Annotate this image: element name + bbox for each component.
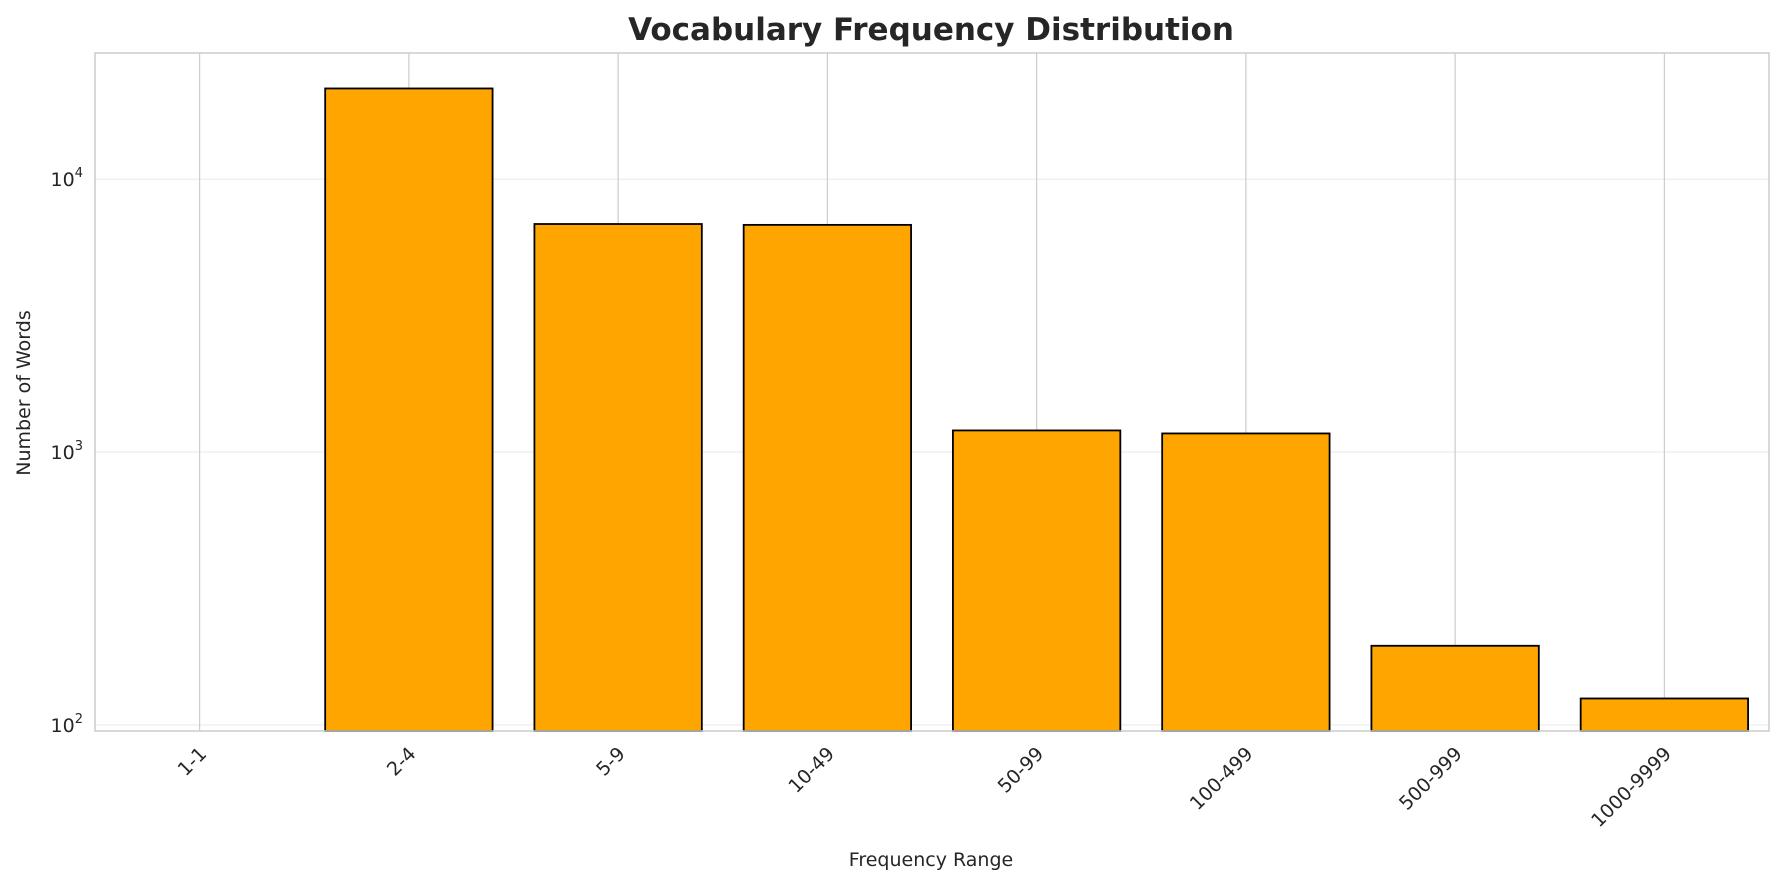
x-axis-ticks: 1-1 2-4 5-9 10-49 50-99 100-499 500-999 1000-99…	[174, 743, 1676, 832]
y-tick-label: 102	[51, 712, 83, 737]
bar-2-4	[324, 87, 494, 732]
bar-100-499	[1161, 432, 1331, 732]
chart-title: Vocabulary Frequency Distribution	[628, 12, 1234, 48]
x-tick-label: 1-1	[174, 743, 212, 781]
x-tick-label: 500-999	[1395, 743, 1467, 815]
y-tick-label: 103	[51, 439, 83, 464]
bars	[324, 87, 1749, 732]
x-axis-label: Frequency Range	[849, 849, 1013, 871]
plot-frame	[94, 52, 1770, 732]
x-tick-label: 100-499	[1186, 743, 1258, 815]
y-axis-label: Number of Words	[13, 310, 35, 475]
x-tick-label: 2-4	[383, 743, 421, 781]
y-axis-ticks: 102 103 104	[51, 166, 83, 737]
x-tick-label: 10-49	[784, 743, 839, 798]
bar-500-999	[1370, 644, 1540, 732]
bar-1000-9999	[1579, 697, 1749, 732]
x-tick-label: 50-99	[994, 743, 1049, 798]
y-tick-label: 104	[51, 166, 83, 191]
bar-5-9	[533, 223, 703, 732]
bar-50-99	[952, 429, 1122, 732]
x-tick-label: 5-9	[592, 743, 630, 781]
bar-10-49	[742, 223, 912, 732]
x-tick-label: 1000-9999	[1587, 743, 1676, 832]
